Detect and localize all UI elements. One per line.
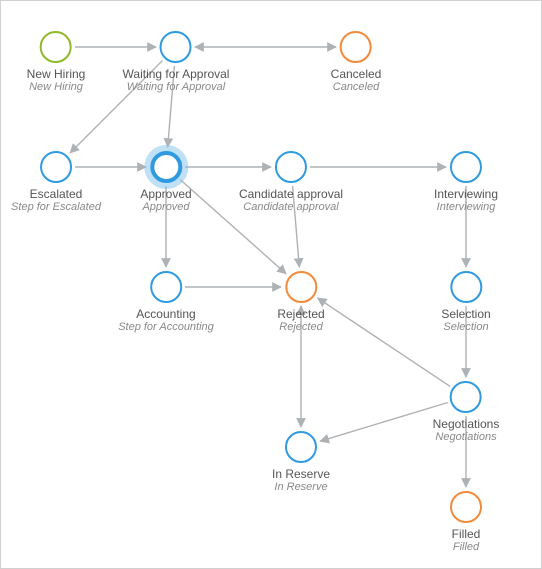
node-circle — [40, 151, 72, 183]
node-accounting[interactable]: AccountingStep for Accounting — [118, 271, 214, 333]
node-title: In Reserve — [272, 467, 330, 481]
node-title: Canceled — [331, 67, 382, 81]
node-subtitle: Candidate approval — [239, 201, 343, 213]
node-title: Interviewing — [434, 187, 498, 201]
node-title: Selection — [441, 307, 490, 321]
node-subtitle: Negotiations — [433, 431, 500, 443]
node-new_hiring[interactable]: New HiringNew Hiring — [27, 31, 86, 93]
node-subtitle: Rejected — [277, 321, 324, 333]
node-circle — [340, 31, 372, 63]
node-in_reserve[interactable]: In ReserveIn Reserve — [272, 431, 330, 493]
node-subtitle: Step for Accounting — [118, 321, 214, 333]
node-circle — [450, 491, 482, 523]
node-title: Negotiations — [433, 417, 500, 431]
node-circle — [150, 151, 182, 183]
node-selection[interactable]: SelectionSelection — [441, 271, 490, 333]
node-subtitle: Selection — [441, 321, 490, 333]
node-negotiations[interactable]: NegotiationsNegotiations — [433, 381, 500, 443]
node-subtitle: Step for Escalated — [11, 201, 101, 213]
node-title: Escalated — [11, 187, 101, 201]
node-interviewing[interactable]: InterviewingInterviewing — [434, 151, 498, 213]
node-subtitle: New Hiring — [27, 81, 86, 93]
node-circle — [450, 151, 482, 183]
node-title: Candidate approval — [239, 187, 343, 201]
node-escalated[interactable]: EscalatedStep for Escalated — [11, 151, 101, 213]
node-subtitle: In Reserve — [272, 481, 330, 493]
node-title: Filled — [450, 527, 482, 541]
node-circle — [275, 151, 307, 183]
node-circle — [40, 31, 72, 63]
node-circle — [160, 31, 192, 63]
node-approved[interactable]: ApprovedApproved — [140, 151, 191, 213]
node-circle — [450, 271, 482, 303]
node-title: Approved — [140, 187, 191, 201]
node-circle — [285, 431, 317, 463]
node-candidate[interactable]: Candidate approvalCandidate approval — [239, 151, 343, 213]
node-rejected[interactable]: RejectedRejected — [277, 271, 324, 333]
node-circle — [450, 381, 482, 413]
node-title: Rejected — [277, 307, 324, 321]
node-waiting[interactable]: Waiting for ApprovalWaiting for Approval — [123, 31, 230, 93]
node-circle — [150, 271, 182, 303]
node-subtitle: Approved — [140, 201, 191, 213]
diagram-canvas: New HiringNew Hiring Waiting for Approval… — [0, 0, 542, 569]
node-subtitle: Interviewing — [434, 201, 498, 213]
node-subtitle: Waiting for Approval — [123, 81, 230, 93]
node-title: Accounting — [118, 307, 214, 321]
node-title: New Hiring — [27, 67, 86, 81]
edge — [320, 403, 448, 442]
node-subtitle: Canceled — [331, 81, 382, 93]
node-subtitle: Filled — [450, 541, 482, 553]
node-canceled[interactable]: CanceledCanceled — [331, 31, 382, 93]
edge — [318, 298, 451, 386]
node-title: Waiting for Approval — [123, 67, 230, 81]
node-filled[interactable]: FilledFilled — [450, 491, 482, 553]
node-circle — [285, 271, 317, 303]
